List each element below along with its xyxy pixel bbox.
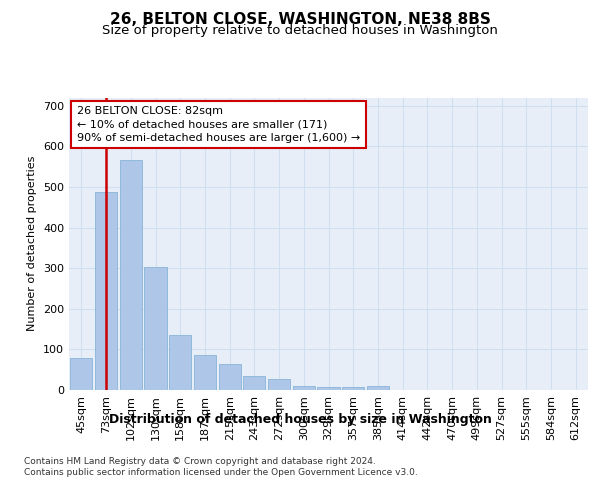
Text: 26, BELTON CLOSE, WASHINGTON, NE38 8BS: 26, BELTON CLOSE, WASHINGTON, NE38 8BS: [110, 12, 490, 28]
Bar: [218, 364, 241, 390]
Bar: [317, 387, 340, 390]
Text: Contains HM Land Registry data © Crown copyright and database right 2024.
Contai: Contains HM Land Registry data © Crown c…: [24, 458, 418, 477]
Text: 26 BELTON CLOSE: 82sqm
← 10% of detached houses are smaller (171)
90% of semi-de: 26 BELTON CLOSE: 82sqm ← 10% of detached…: [77, 106, 360, 142]
Bar: [169, 335, 191, 390]
Bar: [342, 387, 364, 390]
Y-axis label: Number of detached properties: Number of detached properties: [28, 156, 37, 332]
Text: Size of property relative to detached houses in Washington: Size of property relative to detached ho…: [102, 24, 498, 37]
Bar: [293, 386, 315, 390]
Bar: [243, 376, 265, 390]
Bar: [145, 268, 167, 390]
Bar: [268, 378, 290, 390]
Bar: [194, 356, 216, 390]
Text: Distribution of detached houses by size in Washington: Distribution of detached houses by size …: [109, 412, 491, 426]
Bar: [95, 192, 117, 390]
Bar: [70, 358, 92, 390]
Bar: [367, 386, 389, 390]
Bar: [119, 160, 142, 390]
